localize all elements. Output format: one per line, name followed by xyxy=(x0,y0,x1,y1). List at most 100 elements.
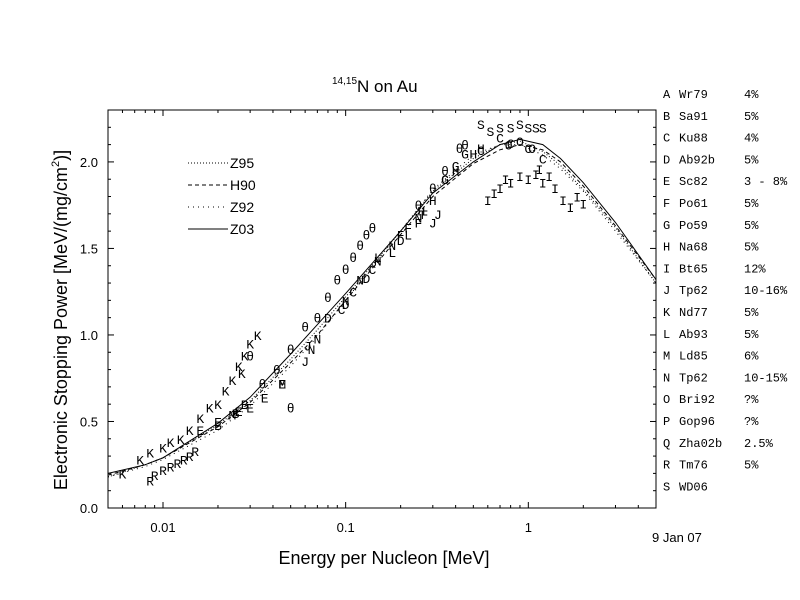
data-point-n: N xyxy=(414,211,422,226)
data-point-k: K xyxy=(246,338,254,353)
source-error: 4% xyxy=(744,88,759,102)
data-point-k: K xyxy=(119,467,127,482)
data-point-o: θ xyxy=(287,343,295,358)
source-code: Zha02b xyxy=(679,437,722,451)
source-code: Po59 xyxy=(679,219,708,233)
source-error: 3 - 8% xyxy=(744,175,788,189)
source-error: 10-15% xyxy=(744,371,788,385)
data-point-n: N xyxy=(308,343,316,358)
data-point-j: J xyxy=(301,355,309,370)
x-tick-label: 0.1 xyxy=(337,520,355,535)
data-point-b: B xyxy=(241,398,249,413)
data-point-s: S xyxy=(524,121,532,136)
data-point-e: E xyxy=(246,402,254,417)
data-point-r: R xyxy=(146,474,154,489)
data-point-i: I xyxy=(539,177,547,192)
curve-legend-label: Z95 xyxy=(230,155,254,171)
data-point-o: θ xyxy=(461,139,469,154)
source-legend-row: G Po59 5% xyxy=(663,219,759,233)
data-point-c: C xyxy=(524,142,532,157)
data-point-n: N xyxy=(342,294,350,309)
source-legend-row: L Ab93 5% xyxy=(663,328,759,342)
data-point-f: F xyxy=(397,229,405,244)
data-point-o: θ xyxy=(368,222,376,237)
data-point-o: θ xyxy=(287,402,295,417)
curve-legend: Z95 H90 Z92 Z03 xyxy=(188,155,256,237)
data-point-k: K xyxy=(238,367,246,382)
source-legend-row: A Wr79 4% xyxy=(663,88,759,102)
data-point-d: D xyxy=(342,298,350,313)
model-curves xyxy=(108,138,656,478)
curve-z03 xyxy=(108,138,656,474)
data-point-o: θ xyxy=(349,251,357,266)
data-point-m: M xyxy=(229,409,237,424)
source-letter: E xyxy=(663,175,670,189)
data-point-c: C xyxy=(441,173,449,188)
data-point-c: C xyxy=(496,132,504,147)
source-legend-row: I Bt65 12% xyxy=(663,262,766,276)
y-tick-label: 0.5 xyxy=(80,414,98,429)
data-point-n: N xyxy=(356,274,364,289)
curve-h90 xyxy=(108,144,656,476)
source-code: Sa91 xyxy=(679,110,708,124)
data-point-f: F xyxy=(404,222,412,237)
data-point-o: θ xyxy=(246,350,254,365)
data-point-k: K xyxy=(167,436,175,451)
source-letter: N xyxy=(663,371,670,385)
source-code: Wr79 xyxy=(679,88,708,102)
source-code: WD06 xyxy=(679,480,708,494)
source-legend-row: O Bri92?% xyxy=(663,393,759,407)
data-point-i: I xyxy=(567,201,575,216)
data-point-g: G xyxy=(441,173,449,188)
y-axis-label-sup: 2 xyxy=(50,161,62,167)
source-error: 5% xyxy=(744,328,759,342)
source-error: 5% xyxy=(744,241,759,255)
data-point-c: C xyxy=(349,286,357,301)
source-letter: J xyxy=(663,284,670,298)
data-point-n: N xyxy=(388,239,396,254)
source-letter: O xyxy=(663,393,670,407)
x-axis: 0.01 0.1 1 xyxy=(107,110,657,535)
data-point-j: J xyxy=(304,339,312,354)
source-letter: M xyxy=(663,350,670,364)
data-point-b: B xyxy=(232,407,240,422)
y-axis: 0.0 0.5 1.0 1.5 2.0 xyxy=(80,109,656,516)
source-code: Ab93 xyxy=(679,328,708,342)
data-point-l: L xyxy=(374,251,382,266)
data-point-i: I xyxy=(532,168,540,183)
data-point-h: H xyxy=(418,204,426,219)
data-point-s: S xyxy=(486,125,494,140)
source-error: 5% xyxy=(744,197,759,211)
y-axis-label-tail: )] xyxy=(51,150,71,161)
data-point-d: D xyxy=(397,234,405,249)
data-point-k: K xyxy=(196,412,204,427)
source-error: 5% xyxy=(744,459,759,473)
data-point-o: θ xyxy=(301,320,309,335)
x-axis-label: Energy per Nucleon [MeV] xyxy=(278,548,489,568)
data-point-h: H xyxy=(477,142,485,157)
source-error: 5% xyxy=(744,306,759,320)
data-point-o: θ xyxy=(313,312,321,327)
source-legend-row: K Nd77 5% xyxy=(663,306,759,320)
data-point-o: O xyxy=(516,135,524,150)
source-error: 5% xyxy=(744,153,759,167)
data-point-h: H xyxy=(452,165,460,180)
source-letter: K xyxy=(663,306,671,320)
data-point-o: θ xyxy=(456,142,464,157)
source-letter: R xyxy=(663,459,670,473)
data-point-i: I xyxy=(502,173,510,188)
data-point-o: θ xyxy=(441,165,449,180)
source-error: ?% xyxy=(744,415,759,429)
source-code: Na68 xyxy=(679,241,708,255)
data-point-e: E xyxy=(214,415,222,430)
data-point-k: K xyxy=(241,350,249,365)
source-legend-row: F Po61 5% xyxy=(663,197,759,211)
source-code: Tm76 xyxy=(679,459,708,473)
data-point-k: K xyxy=(254,329,262,344)
data-point-i: I xyxy=(551,182,559,197)
plot-frame xyxy=(107,109,657,509)
data-point-c: C xyxy=(507,137,515,152)
curve-z95 xyxy=(108,140,656,478)
data-point-o: θ xyxy=(324,291,332,306)
y-tick-label: 1.5 xyxy=(80,241,98,256)
